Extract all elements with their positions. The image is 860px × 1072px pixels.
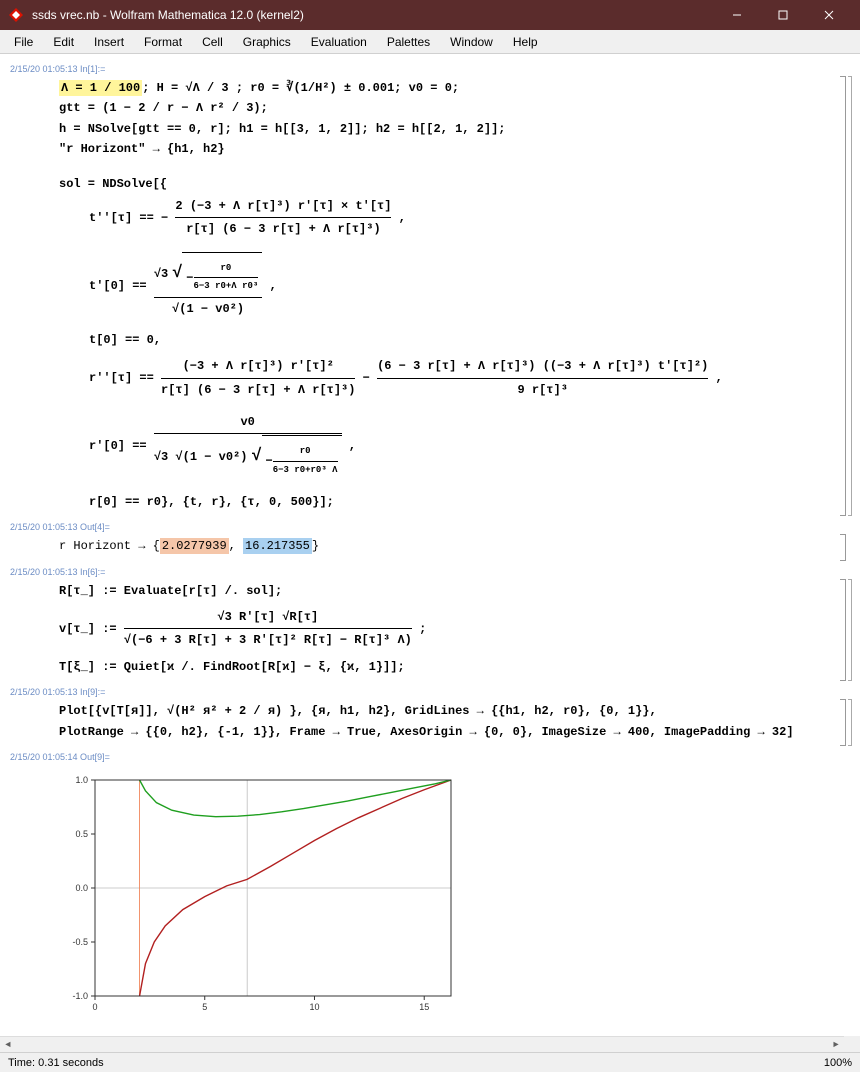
window-buttons bbox=[714, 0, 852, 30]
status-time: Time: 0.31 seconds bbox=[8, 1057, 104, 1069]
cell-bracket-outer[interactable] bbox=[848, 76, 852, 516]
menu-graphics[interactable]: Graphics bbox=[233, 32, 301, 52]
horizontal-scrollbar[interactable]: ◄ ► bbox=[0, 1036, 844, 1052]
scroll-right-icon[interactable]: ► bbox=[828, 1038, 844, 1052]
menu-format[interactable]: Format bbox=[134, 32, 192, 52]
cell-label-in9: 2/15/20 01:05:13 In[9]:= bbox=[10, 687, 850, 697]
output-cell-4[interactable]: r Horizont → {2.0277939, 16.217355} bbox=[4, 534, 832, 560]
minimize-button[interactable] bbox=[714, 0, 760, 30]
menu-file[interactable]: File bbox=[4, 32, 43, 52]
svg-text:0.0: 0.0 bbox=[75, 883, 88, 893]
cell-label-in1: 2/15/20 01:05:13 In[1]:= bbox=[10, 64, 850, 74]
menu-palettes[interactable]: Palettes bbox=[377, 32, 440, 52]
menu-insert[interactable]: Insert bbox=[84, 32, 134, 52]
menu-help[interactable]: Help bbox=[503, 32, 548, 52]
cell-label-out4: 2/15/20 01:05:13 Out[4]= bbox=[10, 522, 850, 532]
svg-text:0.5: 0.5 bbox=[75, 829, 88, 839]
input-cell-1[interactable]: Λ = 1 / 100; H = √Λ / 3 ; r0 = ∛(1/H²) ±… bbox=[4, 76, 832, 516]
svg-text:1.0: 1.0 bbox=[75, 775, 88, 785]
menubar: File Edit Insert Format Cell Graphics Ev… bbox=[0, 30, 860, 54]
menu-cell[interactable]: Cell bbox=[192, 32, 233, 52]
titlebar: ssds vrec.nb - Wolfram Mathematica 12.0 … bbox=[0, 0, 860, 30]
svg-text:0: 0 bbox=[92, 1002, 97, 1012]
maximize-button[interactable] bbox=[760, 0, 806, 30]
statusbar: Time: 0.31 seconds 100% bbox=[0, 1052, 860, 1072]
svg-text:15: 15 bbox=[419, 1002, 429, 1012]
svg-text:5: 5 bbox=[202, 1002, 207, 1012]
window-title: ssds vrec.nb - Wolfram Mathematica 12.0 … bbox=[32, 8, 714, 22]
cell-bracket[interactable] bbox=[840, 76, 846, 516]
scrollbar-corner bbox=[844, 1036, 860, 1052]
cell-bracket[interactable] bbox=[840, 534, 846, 560]
output-chart: -1.0 -0.5 0.0 0.5 1.0 0 5 10 15 bbox=[59, 772, 850, 1024]
menu-edit[interactable]: Edit bbox=[43, 32, 84, 52]
highlighted-lambda: Λ = 1 / 100 bbox=[59, 80, 142, 96]
cell-label-out9: 2/15/20 01:05:14 Out[9]= bbox=[10, 752, 850, 762]
svg-text:10: 10 bbox=[309, 1002, 319, 1012]
value-h2: 16.217355 bbox=[243, 538, 312, 554]
cell-bracket-outer[interactable] bbox=[848, 699, 852, 746]
input-cell-6[interactable]: R[τ_] := Evaluate[r[τ] /. sol]; v[τ_] :=… bbox=[4, 579, 832, 682]
status-zoom[interactable]: 100% bbox=[824, 1057, 852, 1069]
cell-bracket[interactable] bbox=[840, 579, 846, 682]
value-h1: 2.0277939 bbox=[160, 538, 229, 554]
app-icon bbox=[8, 7, 24, 23]
scroll-left-icon[interactable]: ◄ bbox=[0, 1038, 16, 1052]
cell-bracket-outer[interactable] bbox=[848, 579, 852, 682]
svg-text:-0.5: -0.5 bbox=[72, 937, 88, 947]
svg-text:-1.0: -1.0 bbox=[72, 991, 88, 1001]
cell-bracket[interactable] bbox=[840, 699, 846, 746]
notebook-content[interactable]: 2/15/20 01:05:13 In[1]:= Λ = 1 / 100; H … bbox=[0, 54, 860, 1052]
input-cell-9[interactable]: Plot[{v[T[я]], √(H² я² + 2 / я) }, {я, h… bbox=[4, 699, 832, 746]
cell-label-in6: 2/15/20 01:05:13 In[6]:= bbox=[10, 567, 850, 577]
close-button[interactable] bbox=[806, 0, 852, 30]
menu-window[interactable]: Window bbox=[440, 32, 503, 52]
menu-evaluation[interactable]: Evaluation bbox=[301, 32, 377, 52]
